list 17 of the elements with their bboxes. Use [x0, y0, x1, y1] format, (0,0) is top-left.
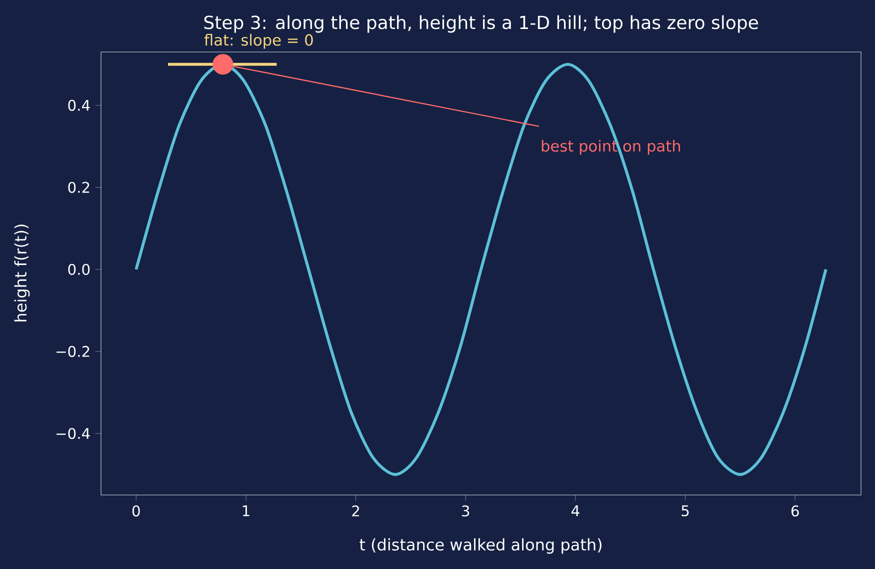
x-tick-label: 2 — [352, 505, 359, 516]
x-axis-title: t (distance walked along path) — [360, 538, 602, 554]
annotation: best point on path — [542, 140, 680, 155]
x-tick-label: 1 — [242, 505, 250, 516]
y-tick-label: 0.0 — [68, 264, 90, 275]
x-tick-label: 0 — [132, 505, 140, 516]
x-tick-label: 3 — [462, 505, 470, 516]
y-tick-label: 0.4 — [68, 100, 90, 111]
x-tick-label: 4 — [572, 505, 580, 516]
y-axis-title: height f(r(t)) — [14, 224, 30, 322]
x-tick-label: 5 — [682, 505, 689, 516]
annotation: flat: slope = 0 — [204, 34, 313, 49]
y-tick-label: −0.2 — [56, 346, 90, 357]
chart-title: Step 3: along the path, height is a 1-D hill; top has zero slope — [204, 15, 758, 33]
x-tick-label: 6 — [791, 505, 799, 516]
y-tick-label: −0.4 — [56, 428, 90, 440]
y-tick-label: 0.2 — [68, 182, 90, 193]
